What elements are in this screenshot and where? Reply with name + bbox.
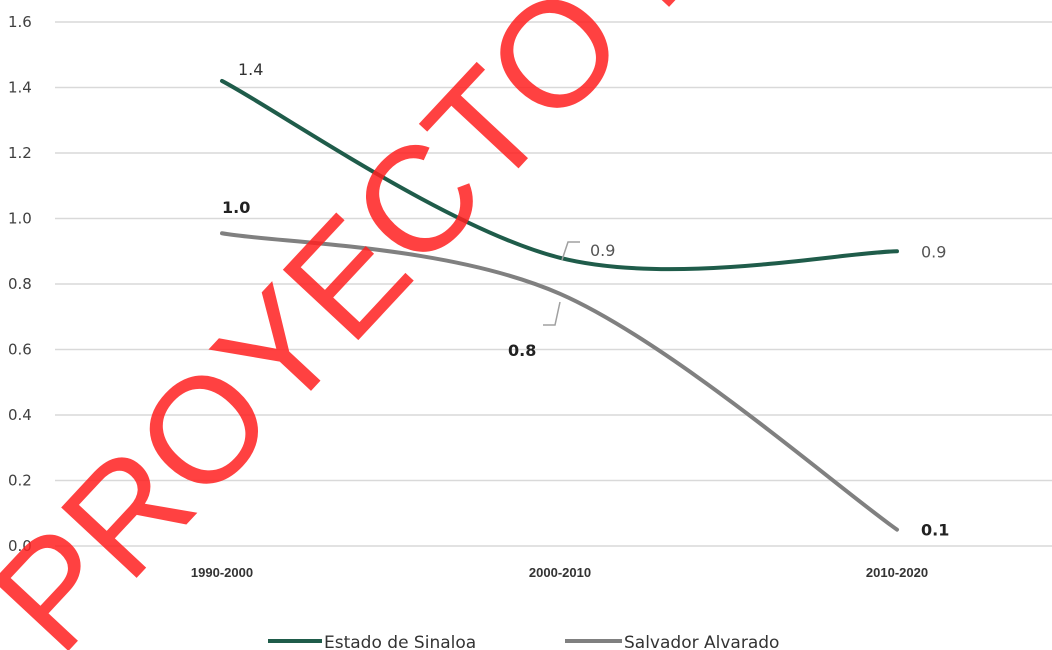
leader-line (543, 301, 561, 326)
legend: Estado de Sinaloa Salvador Alvarado (268, 633, 779, 650)
data-label: 0.9 (921, 242, 946, 261)
y-tick-label: 0.6 (8, 341, 32, 359)
data-label: 0.1 (921, 521, 949, 540)
x-tick-label: 2010-2020 (866, 565, 928, 580)
legend-label: Estado de Sinaloa (324, 633, 476, 650)
y-tick-label: 1.6 (8, 13, 32, 31)
gridlines (55, 21, 1052, 547)
series-line-estado-de-sinaloa (220, 78, 899, 272)
y-tick-label: 1.0 (8, 210, 32, 228)
series-line-salvador-alvarado (220, 231, 899, 532)
data-labels: 1.4 0.9 0.9 1.0 0.8 0.1 (222, 60, 949, 540)
y-tick-label: 0.4 (8, 406, 32, 424)
y-axis: 0.0 0.2 0.4 0.6 0.8 1.0 1.2 1.4 1.6 (8, 13, 32, 555)
x-tick-label: 2000-2010 (529, 565, 591, 580)
x-axis: 1990-2000 2000-2010 2010-2020 (191, 565, 928, 580)
y-tick-label: 0.2 (8, 472, 32, 490)
y-tick-label: 1.2 (8, 144, 32, 162)
data-label: 0.9 (590, 241, 615, 260)
x-tick-label: 1990-2000 (191, 565, 253, 580)
data-label: 0.8 (508, 341, 536, 360)
leader-line (561, 241, 580, 261)
y-tick-label: 0.0 (8, 537, 32, 555)
data-label: 1.0 (222, 198, 250, 217)
series-lines (220, 78, 899, 532)
y-tick-label: 1.4 (8, 79, 32, 97)
legend-label: Salvador Alvarado (624, 633, 779, 650)
y-tick-label: 0.8 (8, 275, 32, 293)
data-label: 1.4 (238, 60, 263, 79)
